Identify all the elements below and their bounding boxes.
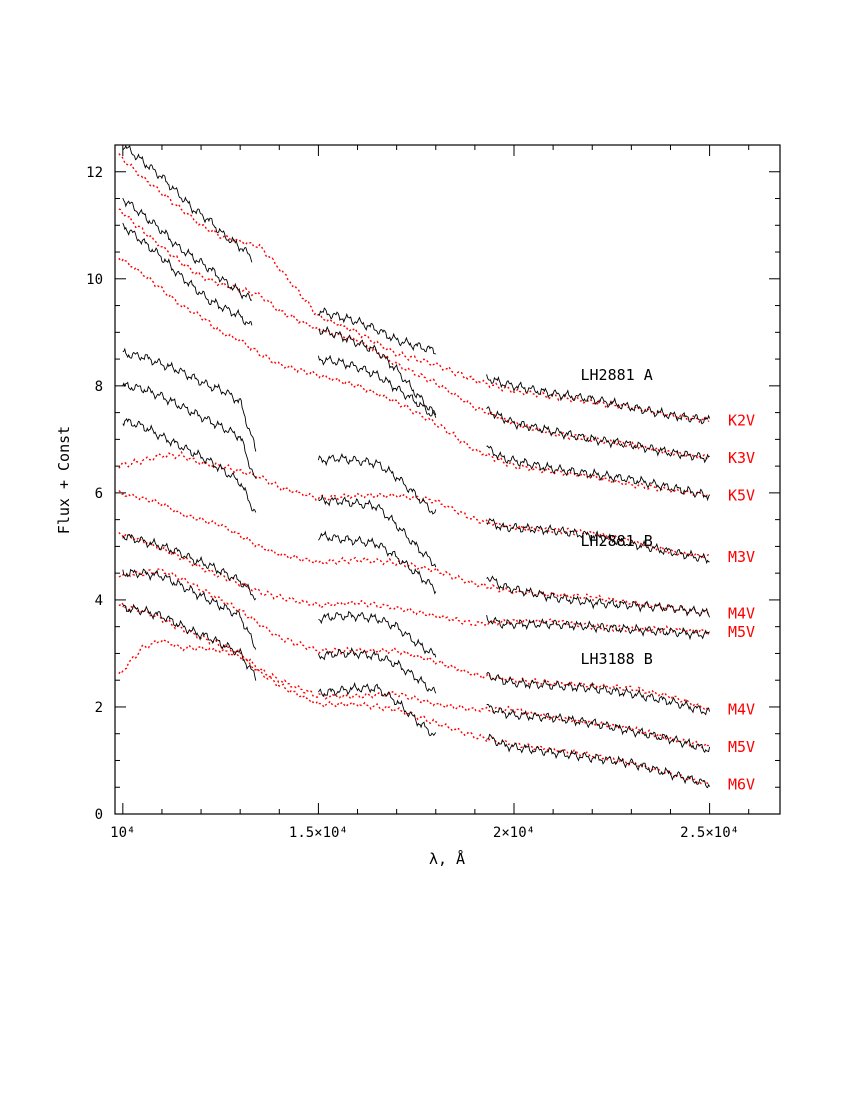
object-label: LH2881 B: [581, 532, 653, 550]
spectral-type-label: M5V: [728, 738, 755, 756]
observed-spectrum-segment: [122, 347, 257, 452]
template-spectrum-line: [118, 568, 710, 712]
observed-spectrum-segment: [317, 646, 437, 694]
observed-spectrum-segment: [122, 222, 253, 326]
observed-spectrum-segment: [486, 703, 711, 753]
x-tick-label: 2.5×10⁴: [680, 825, 739, 841]
y-tick-label: 4: [95, 593, 103, 609]
observed-spectrum-segment: [486, 518, 710, 565]
y-tick-label: 2: [95, 700, 103, 716]
object-label: LH2881 A: [581, 366, 653, 384]
spectra-series: [118, 144, 711, 789]
observed-spectrum-segment: [486, 445, 710, 502]
y-tick-label: 8: [95, 379, 103, 395]
observed-spectrum-segment: [122, 197, 253, 302]
y-tick-label: 6: [95, 486, 103, 502]
spectral-type-label: M6V: [728, 776, 755, 794]
observed-spectrum-segment: [318, 494, 437, 568]
x-tick-label: 2×10⁴: [493, 825, 535, 841]
observed-spectrum-segment: [486, 406, 710, 464]
y-axis-title: Flux + Const: [55, 426, 73, 534]
observed-spectrum-segment: [122, 417, 257, 513]
x-axis-title: λ, Å: [429, 849, 465, 868]
observed-spectrum-segment: [122, 534, 257, 601]
observed-spectrum-segment: [317, 453, 437, 515]
spectral-type-label: M3V: [728, 548, 755, 566]
observed-spectrum-segment: [122, 603, 257, 681]
template-spectrum-line: [118, 208, 709, 460]
spectral-type-label: M5V: [728, 623, 755, 641]
axis-tick-labels: 0 2 4 6 8 10 12 10⁴ 1.5×10⁴ 2×10⁴ 2.5×10⁴: [86, 165, 739, 841]
y-tick-label: 12: [86, 165, 103, 181]
y-tick-label: 10: [86, 272, 103, 288]
template-spectrum-line: [118, 489, 710, 615]
observed-spectrum-segment: [122, 381, 257, 479]
object-label: LH3188 B: [581, 650, 653, 668]
observed-spectrum-segment: [318, 610, 437, 658]
observed-spectrum-segment: [486, 672, 711, 716]
observed-spectrum-segment: [318, 325, 437, 416]
spectral-type-label: M4V: [728, 701, 755, 719]
observed-spectrum-segment: [486, 374, 711, 425]
spectral-type-label: K3V: [728, 449, 755, 467]
observed-spectrum-segment: [122, 144, 253, 263]
plot-frame: [114, 144, 781, 815]
observed-spectrum-segment: [317, 354, 437, 418]
template-spectrum-line: [118, 257, 710, 499]
observed-spectrum-segment: [122, 568, 257, 650]
observed-spectrum-segment: [318, 530, 437, 595]
observed-spectrum-segment: [318, 307, 436, 355]
spectral-type-label: K2V: [728, 412, 755, 430]
x-tick-label: 10⁴: [110, 825, 135, 841]
spectral-type-label: K5V: [728, 487, 755, 505]
axis-ticks: [115, 144, 780, 815]
observed-spectrum-segment: [486, 733, 710, 789]
observed-spectrum-segment: [486, 575, 711, 618]
y-tick-label: 0: [95, 807, 103, 823]
spectral-type-label: M4V: [728, 604, 755, 622]
x-tick-label: 1.5×10⁴: [289, 825, 348, 841]
observed-spectrum-segment: [486, 615, 710, 641]
observed-spectrum-segment: [318, 681, 437, 737]
